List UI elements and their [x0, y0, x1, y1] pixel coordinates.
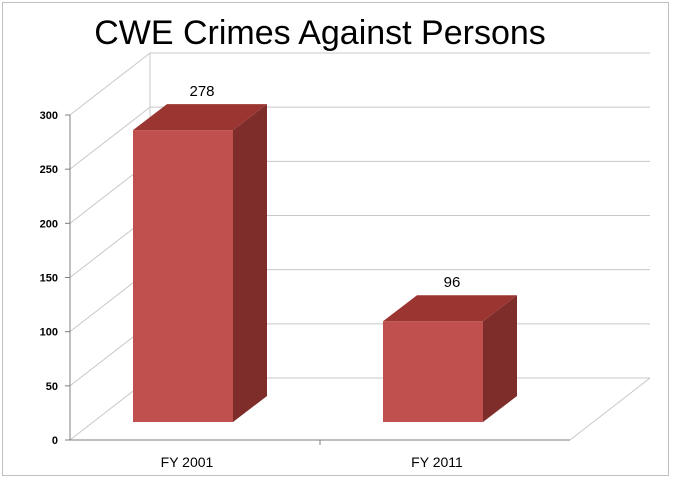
x-tick-label: FY 2011 — [411, 454, 463, 470]
bar-side — [483, 295, 517, 422]
bar-top — [133, 104, 267, 131]
y-tick-label: 300 — [40, 110, 58, 122]
y-tick-label: 100 — [40, 327, 58, 339]
y-tick-label: 150 — [40, 273, 58, 285]
bar-side — [233, 104, 267, 422]
y-tick-label: 0 — [52, 435, 58, 447]
bar — [383, 321, 483, 422]
data-label: 278 — [189, 83, 214, 100]
floor-right-edge — [569, 377, 651, 441]
gridline-diagonal — [69, 106, 151, 170]
chart-title: CWE Crimes Against Persons — [94, 14, 546, 52]
y-tick-label: 250 — [40, 164, 58, 176]
bar — [133, 130, 233, 422]
gridline-diagonal — [69, 52, 151, 116]
x-tick-label: FY 2001 — [161, 454, 214, 470]
bar-top — [383, 295, 517, 322]
y-tick-label: 200 — [40, 218, 58, 230]
y-tick-label: 50 — [46, 381, 58, 393]
data-label: 96 — [444, 274, 461, 291]
